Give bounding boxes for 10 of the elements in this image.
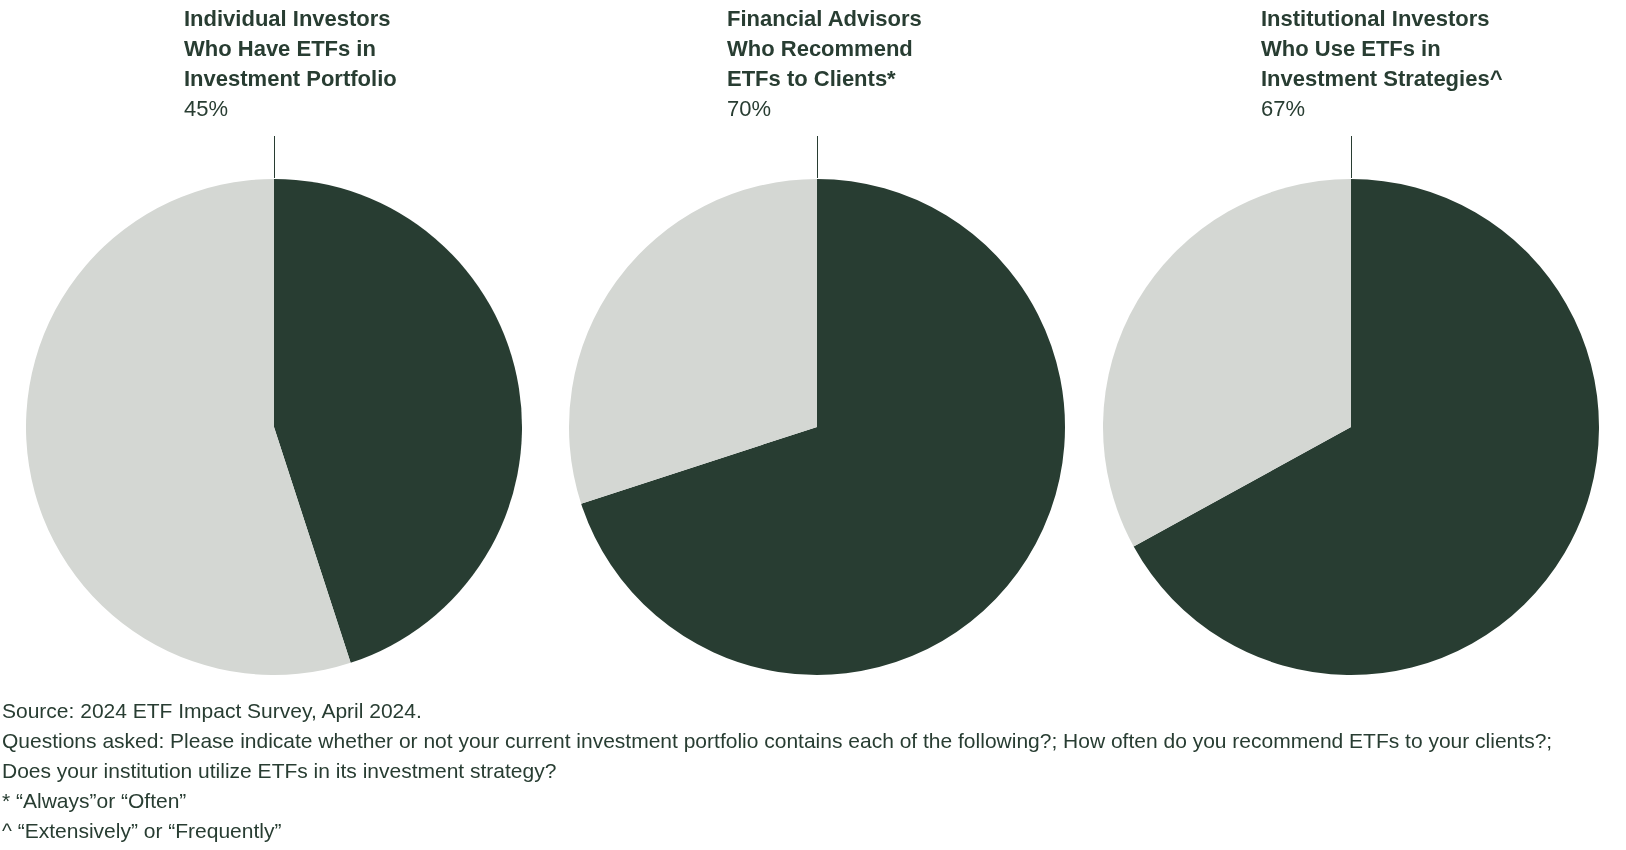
chart-title: Institutional Investors Who Use ETFs in Investment Strategies^ <box>1261 5 1503 93</box>
text: ^ “Extensively” or “Frequently” <box>2 818 283 844</box>
chart-subtitle: 67% <box>1261 95 1306 123</box>
chart-title: Financial Advisors Who Recommend ETFs to Clients* <box>727 5 922 93</box>
source-note: Source: 2024 ETF Impact Survey, April 2024. <box>2 698 423 724</box>
chart-subtitle: 70% <box>727 95 772 123</box>
text: * “Always”or “Often” <box>2 788 188 814</box>
text: Questions asked: Please indicate whether or not your current investment portfolio contains each of the following?; How often do you recommend ETFs to your clients?; Does your institution utilize ETFs in its investment strategy? <box>2 728 1554 784</box>
chart-title: Individual Investors Who Have ETFs in Investment Portfolio <box>184 5 397 93</box>
chart-subtitle: 45% <box>184 95 229 123</box>
